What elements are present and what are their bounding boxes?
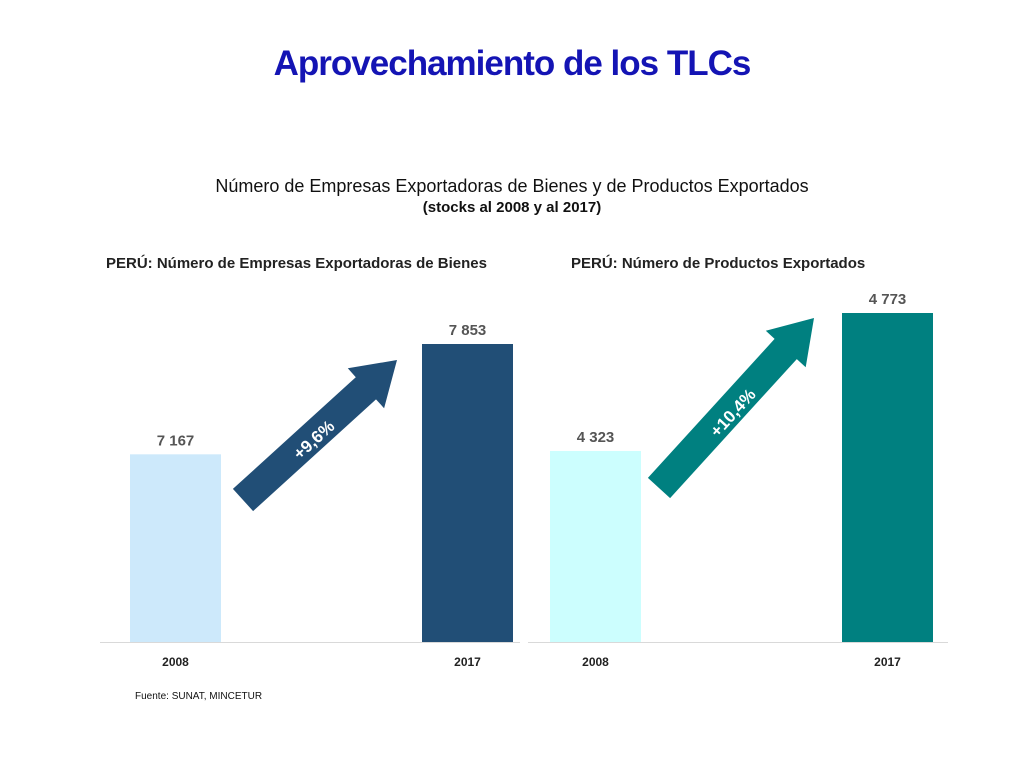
x-tick-label-2017: 2017	[454, 655, 481, 669]
data-label-2008: 7 167	[157, 432, 195, 449]
source-note: Fuente: SUNAT, MINCETUR	[135, 691, 263, 702]
bar-2017	[422, 344, 513, 642]
x-tick-label-2008: 2008	[582, 655, 609, 669]
chart-subtitle-note: (stocks al 2008 y al 2017)	[422, 199, 602, 216]
x-tick-label-2017: 2017	[874, 655, 901, 669]
growth-arrow	[232, 360, 397, 512]
growth-arrow	[647, 318, 814, 499]
data-label-2017: 4 773	[869, 291, 907, 308]
right-chart-title: PERÚ: Número de Productos Exportados	[571, 255, 866, 272]
data-label-2008: 4 323	[577, 429, 615, 446]
left-chart-title: PERÚ: Número de Empresas Exportadoras de…	[106, 255, 487, 272]
bar-2017	[842, 313, 933, 642]
bar-2008	[550, 450, 641, 642]
slide-title: Aprovechamiento de los TLCs	[273, 44, 752, 83]
chart-subtitle: Número de Empresas Exportadoras de Biene…	[215, 176, 809, 196]
data-label-2017: 7 853	[449, 322, 487, 339]
bar-2008	[130, 454, 221, 642]
x-tick-label-2008: 2008	[162, 655, 189, 669]
